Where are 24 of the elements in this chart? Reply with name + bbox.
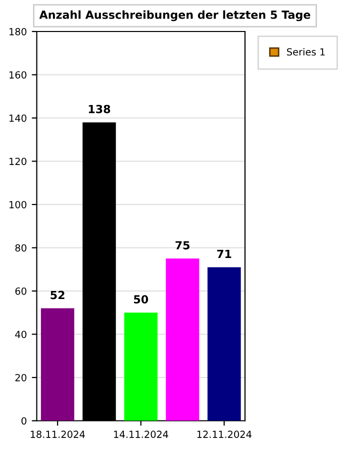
y-tick-label: 180: [10, 28, 26, 36]
y-tick-label: 40: [15, 330, 26, 338]
y-tick-label: 100: [10, 200, 26, 208]
data-label: 138: [88, 104, 110, 114]
y-tick-label: 80: [15, 244, 26, 252]
bar: [166, 258, 200, 421]
data-label: 52: [50, 290, 64, 300]
chart-title: Anzahl Ausschreibungen der letzten 5 Tage: [39, 10, 310, 22]
bar: [124, 312, 158, 421]
y-tick-label: 160: [10, 71, 26, 79]
y-tick-label: 60: [15, 287, 26, 295]
y-tick-label: 0: [21, 417, 26, 425]
x-tick-label: 14.11.2024: [114, 430, 168, 438]
y-tick-label: 20: [15, 374, 26, 382]
bar: [208, 267, 241, 421]
x-tick-label: 12.11.2024: [197, 430, 252, 438]
text: Series 1: [287, 48, 325, 56]
bar: [40, 308, 74, 421]
y-tick-label: 120: [10, 158, 26, 166]
data-label: 75: [176, 241, 190, 250]
y-tick-label: 140: [10, 114, 26, 122]
data-label: 71: [217, 250, 232, 258]
x-tick-label: 18.11.2024: [30, 430, 85, 438]
data-label: 50: [134, 295, 148, 304]
